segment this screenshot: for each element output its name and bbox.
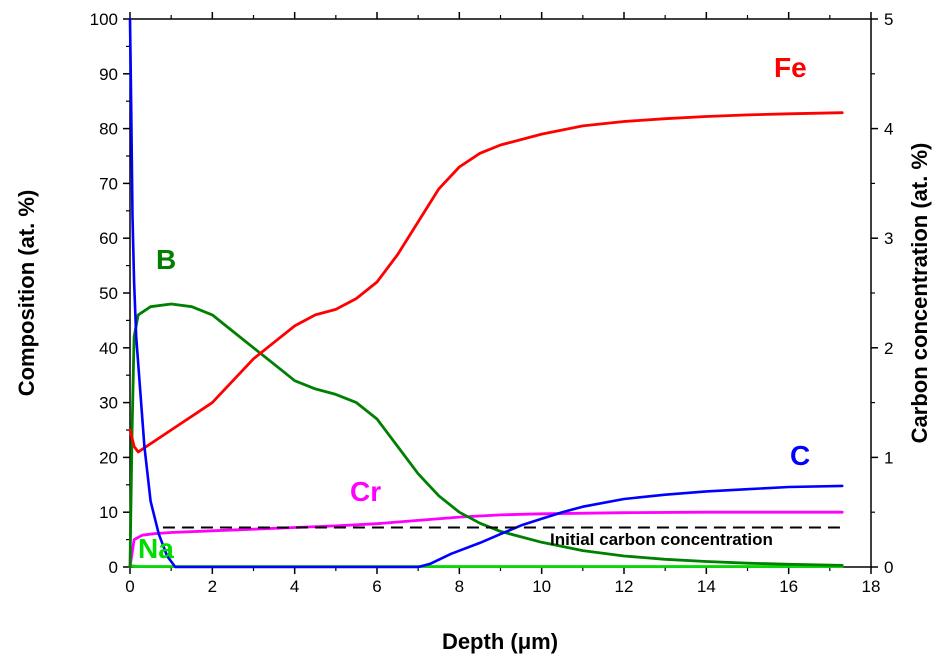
y-tick-label: 10 [99,503,118,522]
y2-tick-label: 1 [884,448,893,467]
x-tick-label: 10 [532,577,551,596]
y2-tick-label: 5 [884,10,893,29]
y-tick-label: 0 [109,558,118,577]
x-tick-label: 18 [862,577,881,596]
x-tick-label: 12 [615,577,634,596]
x-axis-title: Depth (μm) [442,629,558,654]
y-tick-label: 80 [99,120,118,139]
y-tick-label: 70 [99,174,118,193]
series-label-b: B [156,244,176,275]
x-tick-label: 14 [697,577,716,596]
series-label-cr: Cr [350,476,381,507]
y-tick-label: 60 [99,229,118,248]
y-tick-label: 30 [99,394,118,413]
series-line-b [128,302,844,569]
y-tick-label: 40 [99,339,118,358]
y-tick-label: 50 [99,284,118,303]
series-lines [128,17,844,569]
x-tick-label: 16 [779,577,798,596]
plot-frame [129,18,872,568]
series-line-fe [128,111,844,454]
x-tick-label: 4 [290,577,299,596]
annotation-label: Initial carbon concentration [550,530,773,549]
axis-ticks: 0 2 4 6 8 10 12 14 16 180102030405060708090100012… [90,10,894,596]
x-tick-label: 8 [455,577,464,596]
y2-tick-label: 4 [884,120,893,139]
x-tick-label: 6 [372,577,381,596]
y-tick-label: 20 [99,448,118,467]
y-axis-title: Composition (at. %) [14,190,39,397]
y-tick-label: 90 [99,65,118,84]
series-line-na [128,564,844,568]
series-label-na: Na [138,533,174,564]
y2-axis-title: Carbon concentration (at. %) [907,143,932,444]
series-line-cr [128,510,844,569]
series-line-c [128,17,844,569]
y2-tick-label: 2 [884,339,893,358]
y2-tick-label: 3 [884,229,893,248]
x-tick-label: 2 [208,577,217,596]
series-label-fe: Fe [774,52,807,83]
x-tick-label: 0 [125,577,134,596]
series-label-c: C [790,440,810,471]
y2-tick-label: 0 [884,558,893,577]
y-tick-label: 100 [90,10,118,29]
